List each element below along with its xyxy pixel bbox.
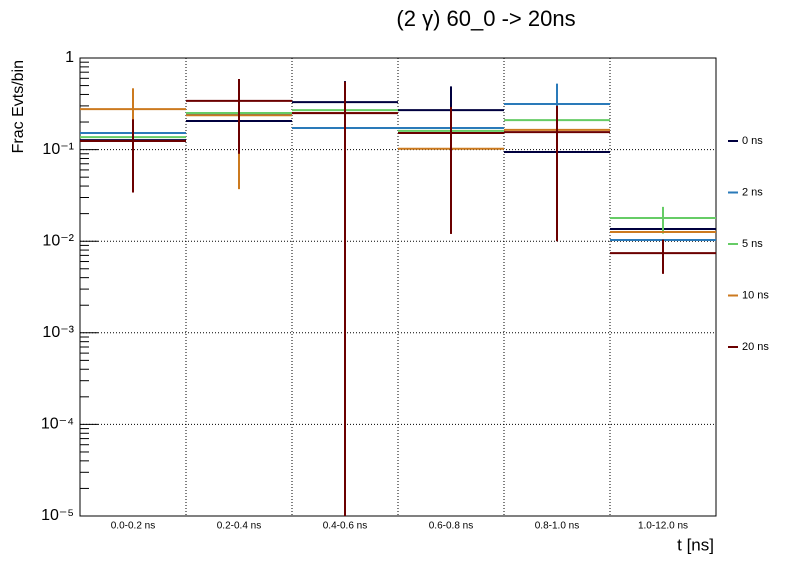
chart-title: (2 γ) 60_0 -> 20ns	[396, 6, 575, 31]
legend-label: 2 ns	[742, 186, 763, 198]
y-tick-label: 10⁻⁵	[41, 507, 74, 524]
legend-label: 0 ns	[742, 135, 763, 147]
y-tick-label: 10⁻¹	[42, 141, 74, 158]
x-tick-label: 1.0-12.0 ns	[638, 521, 688, 532]
x-tick-label: 0.6-0.8 ns	[429, 521, 473, 532]
y-tick-label: 1	[65, 49, 74, 66]
legend-label: 5 ns	[742, 238, 763, 250]
legend-label: 10 ns	[742, 289, 769, 301]
y-tick-label: 10⁻⁴	[41, 416, 74, 433]
x-tick-label: 0.4-0.6 ns	[323, 521, 367, 532]
x-tick-label: 0.0-0.2 ns	[111, 521, 155, 532]
legend-label: 20 ns	[742, 341, 769, 353]
y-axis-label: Frac Evts/bin	[10, 60, 27, 153]
x-axis-label: t [ns]	[677, 535, 714, 554]
y-tick-label: 10⁻³	[42, 324, 74, 341]
x-tick-label: 0.8-1.0 ns	[535, 521, 579, 532]
x-tick-label: 0.2-0.4 ns	[217, 521, 261, 532]
y-tick-label: 10⁻²	[42, 232, 74, 249]
